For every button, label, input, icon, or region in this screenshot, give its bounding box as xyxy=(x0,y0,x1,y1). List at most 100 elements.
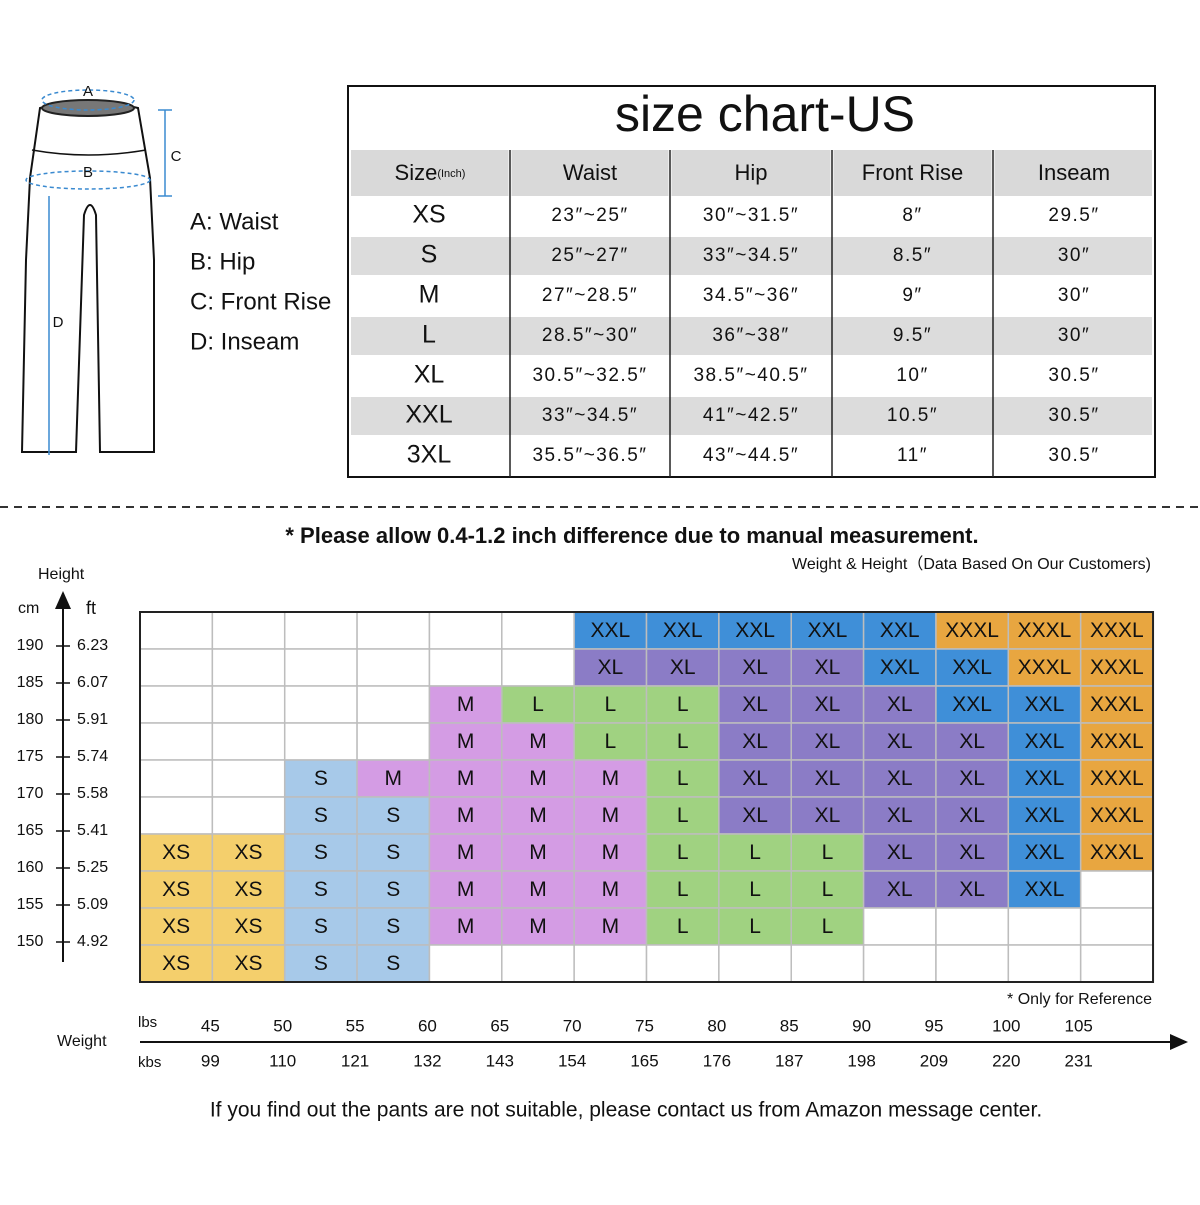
table-cell: 27″~28.5″ xyxy=(542,285,638,306)
grid-cell xyxy=(862,907,937,946)
size-label: XXL xyxy=(663,619,703,642)
size-label: XXXL xyxy=(1090,656,1144,679)
size-label: L xyxy=(604,693,616,716)
size-label: XXL xyxy=(735,619,775,642)
grid-cell xyxy=(211,722,286,761)
grid-cell xyxy=(501,833,575,872)
size-label: L xyxy=(749,915,761,938)
size-label: S xyxy=(386,878,400,901)
size-label: M xyxy=(529,804,547,827)
header-cell: Inseam xyxy=(1038,160,1110,185)
grid-cell xyxy=(501,944,575,983)
size-label: XXXL xyxy=(1090,767,1144,790)
grid-cell xyxy=(718,870,792,909)
size-label: XL xyxy=(959,841,985,864)
table-row-shade xyxy=(351,397,1152,435)
size-label: S xyxy=(386,804,400,827)
grid-cell xyxy=(211,759,286,798)
grid-cell xyxy=(935,648,1010,687)
size-label: XL xyxy=(887,693,913,716)
size-label: XXXL xyxy=(945,619,999,642)
grid-cell xyxy=(862,944,937,983)
size-label: XL xyxy=(815,693,841,716)
size-label: XS xyxy=(162,841,190,864)
table-cell: 29.5″ xyxy=(1048,205,1099,226)
kbs-tick-label: 165 xyxy=(630,1051,658,1070)
size-label: XL xyxy=(959,878,985,901)
grid-cell xyxy=(573,796,648,835)
lbs-tick-label: 80 xyxy=(707,1016,726,1035)
cm-tick-label: 175 xyxy=(17,748,44,765)
size-label: XL xyxy=(815,804,841,827)
ft-tick-label: 5.91 xyxy=(77,711,108,728)
x-title: Weight xyxy=(57,1033,107,1050)
grid-cell xyxy=(645,611,720,650)
size-label: S xyxy=(314,878,328,901)
grid-cell xyxy=(1079,759,1154,798)
table-cell: 30.5″ xyxy=(1048,365,1099,386)
table-cell: 10.5″ xyxy=(887,405,938,426)
size-label: L xyxy=(604,730,616,753)
diagram-label: A xyxy=(83,83,93,100)
size-label: XS xyxy=(235,952,263,975)
reference-note: * Only for Reference xyxy=(1007,991,1152,1008)
grid-cell xyxy=(211,648,286,687)
grid-cell xyxy=(211,685,286,724)
size-label: XL xyxy=(959,804,985,827)
grid-cell xyxy=(501,685,575,724)
grid-cell xyxy=(211,870,286,909)
cm-tick-label: 190 xyxy=(17,637,44,654)
header-row xyxy=(351,150,1152,196)
size-label: XL xyxy=(670,656,696,679)
size-label: L xyxy=(677,915,689,938)
size-label: XL xyxy=(815,767,841,790)
kbs-tick-label: 154 xyxy=(558,1051,586,1070)
size-label: L xyxy=(677,730,689,753)
header-size: Size xyxy=(395,160,438,185)
grid-cell xyxy=(1079,944,1154,983)
grid-cell xyxy=(1007,944,1082,983)
grid-cell xyxy=(645,944,720,983)
ft-tick-label: 6.23 xyxy=(77,637,108,654)
diagram-label: D xyxy=(53,314,64,331)
cm-tick-label: 180 xyxy=(17,711,44,728)
grid-cell xyxy=(935,722,1010,761)
size-label: XL xyxy=(742,730,768,753)
table-cell: 28.5″~30″ xyxy=(542,325,638,346)
grid-cell xyxy=(573,907,648,946)
size-label: M xyxy=(602,804,620,827)
size-label: M xyxy=(602,878,620,901)
size-cell: L xyxy=(422,321,436,349)
size-label: S xyxy=(386,841,400,864)
size-label: XXL xyxy=(1025,730,1065,753)
cm-tick-label: 150 xyxy=(17,933,44,950)
ft-tick-label: 5.74 xyxy=(77,748,108,765)
grid-cell xyxy=(645,833,720,872)
size-label: M xyxy=(602,915,620,938)
grid-cell xyxy=(428,870,503,909)
size-label: S xyxy=(386,915,400,938)
lbs-tick-label: 55 xyxy=(346,1016,365,1035)
cm-tick-label: 165 xyxy=(17,822,44,839)
lbs-label: lbs xyxy=(138,1014,157,1031)
size-label: XXXL xyxy=(1090,730,1144,753)
table-cell: 43″~44.5″ xyxy=(703,445,799,466)
subtitle: Weight & Height（Data Based On Our Custom… xyxy=(792,555,1151,573)
size-label: XL xyxy=(887,841,913,864)
size-label: XL xyxy=(887,878,913,901)
size-label: XL xyxy=(887,804,913,827)
table-row-shade xyxy=(351,317,1152,355)
legend-item: B: Hip xyxy=(190,248,255,275)
size-label: XXL xyxy=(1025,804,1065,827)
ft-tick-label: 6.07 xyxy=(77,674,108,691)
size-label: L xyxy=(749,878,761,901)
table-cell: 9″ xyxy=(902,285,922,306)
grid-cell xyxy=(573,870,648,909)
size-label: L xyxy=(822,878,834,901)
size-label: L xyxy=(822,915,834,938)
size-label: XS xyxy=(235,915,263,938)
grid-cell xyxy=(139,648,214,687)
grid-cell xyxy=(1079,722,1154,761)
size-label: S xyxy=(314,804,328,827)
table-cell: 33″~34.5″ xyxy=(542,405,638,426)
